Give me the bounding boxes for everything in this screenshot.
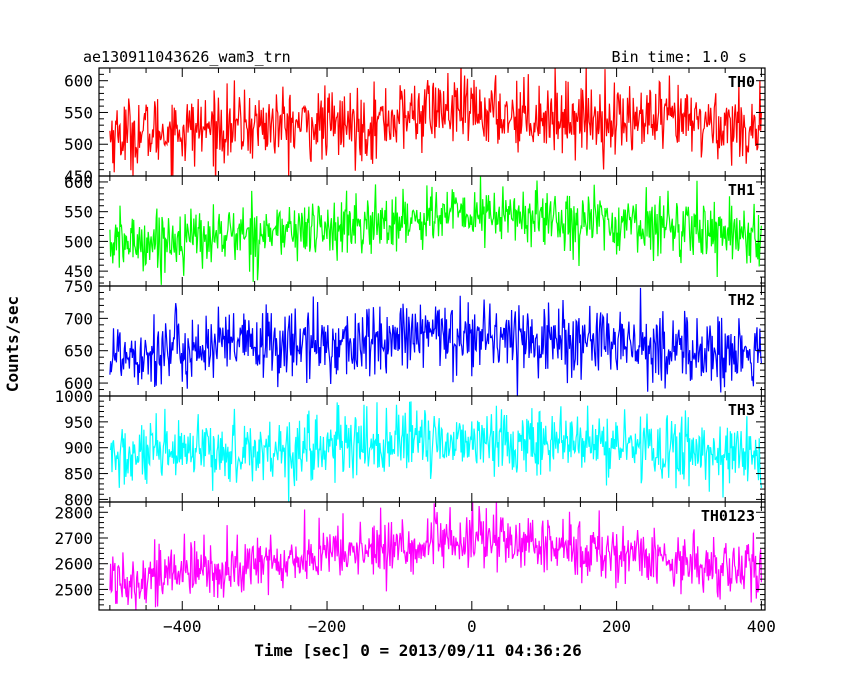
x-axis: −400 −200 0 200 400 [163, 617, 776, 636]
y-tick-label: 700 [64, 309, 93, 328]
y-axis-label: Counts/sec [3, 296, 22, 392]
y-tick-label: 450 [64, 262, 93, 281]
panel-th3: 800 850 900 950 1000 TH3 [54, 387, 766, 509]
y-tick-label: 600 [64, 374, 93, 393]
y-tick-label: 2700 [54, 529, 93, 548]
series-label-th1: TH1 [728, 181, 755, 199]
y-tick-label: 550 [64, 203, 93, 222]
y-tick-label: 500 [64, 135, 93, 154]
figure-title: ae130911043626_wam3_trn [83, 48, 291, 66]
y-tick-label: 450 [64, 167, 93, 186]
x-axis-label: Time [sec] 0 = 2013/09/11 04:36:26 [254, 641, 582, 660]
panel-th0123: 2500 2600 2700 2800 TH0123 [54, 501, 766, 611]
y-tick-label: 1000 [54, 387, 93, 406]
bin-time-label: Bin time: 1.0 s [612, 48, 747, 66]
y-tick-label: 600 [64, 173, 93, 192]
series-line-th0 [109, 68, 762, 176]
series-line-th2 [109, 287, 762, 396]
panels-group: 450 500 550 600 TH0 450 500 550 600 TH1 600 650 700 7… [54, 67, 766, 611]
y-tick-label: 550 [64, 103, 93, 122]
y-tick-label: 2500 [54, 580, 93, 599]
series-line-th0123 [109, 502, 762, 610]
series-label-th0: TH0 [728, 73, 755, 91]
x-tick-label: 200 [602, 617, 631, 636]
y-tick-label: 600 [64, 72, 93, 91]
x-tick-label: 0 [467, 617, 477, 636]
y-tick-label: 900 [64, 439, 93, 458]
y-tick-label: 850 [64, 465, 93, 484]
series-label-th3: TH3 [728, 401, 755, 419]
panel-th0: 450 500 550 600 TH0 [64, 67, 766, 186]
series-line-th1 [109, 176, 762, 285]
panel-th1: 450 500 550 600 TH1 [64, 173, 766, 287]
series-line-th3 [109, 401, 762, 502]
x-tick-label: −200 [308, 617, 347, 636]
y-tick-label: 500 [64, 232, 93, 251]
panel-frame [98, 501, 766, 611]
x-tick-label: 400 [747, 617, 776, 636]
panel-th2: 600 650 700 750 TH2 [64, 277, 766, 397]
y-tick-label: 2800 [54, 503, 93, 522]
series-label-th2: TH2 [728, 291, 755, 309]
y-tick-label: 950 [64, 413, 93, 432]
y-tick-label: 650 [64, 342, 93, 361]
series-label-th0123: TH0123 [701, 507, 755, 525]
y-tick-label: 800 [64, 490, 93, 509]
y-tick-label: 2600 [54, 555, 93, 574]
y-tick-label: 750 [64, 277, 93, 296]
x-tick-label: −400 [163, 617, 202, 636]
